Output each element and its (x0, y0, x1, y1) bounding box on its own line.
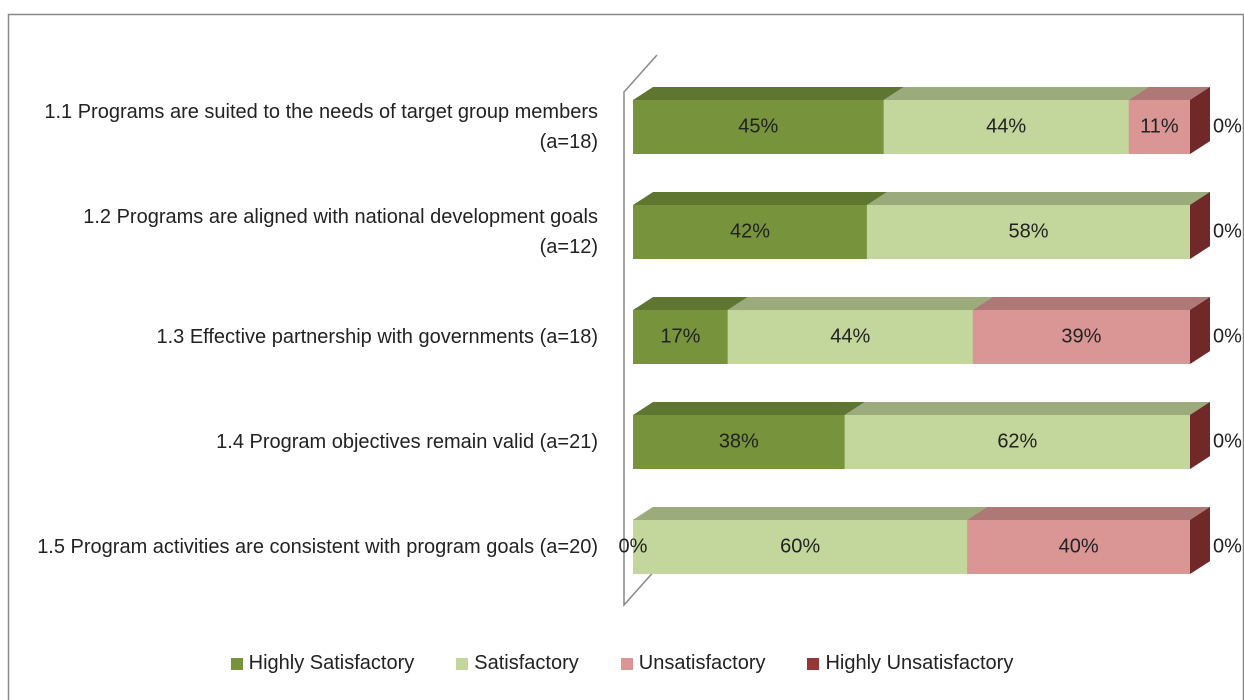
legend-item: Highly Unsatisfactory (807, 652, 1013, 675)
legend-label: Satisfactory (474, 652, 579, 674)
legend-label: Unsatisfactory (638, 652, 766, 674)
data-label: 0% (1213, 325, 1242, 347)
bar-top (967, 507, 1210, 520)
bar (633, 205, 867, 259)
back-wall (623, 54, 658, 607)
bar (633, 415, 845, 469)
bar (883, 100, 1129, 154)
data-label: 60% (780, 535, 820, 557)
legend: Highly Satisfactory Satisfactory Unsatisfa… (0, 652, 1244, 675)
bar-side (1190, 402, 1210, 469)
bar (633, 100, 884, 154)
data-label: 0% (1213, 535, 1242, 557)
data-label: 0% (1213, 220, 1242, 242)
bar-top (633, 192, 887, 205)
category-label: 1.2 Programs are aligned with national d… (83, 206, 598, 258)
legend-swatch (456, 657, 469, 670)
legend-swatch (620, 657, 633, 670)
bar (967, 520, 1190, 574)
category-label: 1.4 Program objectives remain valid (a=2… (216, 431, 598, 453)
bar-top (633, 402, 865, 415)
data-label: 0% (1213, 115, 1242, 137)
bar-side (1190, 192, 1210, 259)
data-label: 62% (997, 430, 1037, 452)
data-label: 17% (660, 325, 700, 347)
data-label: 11% (1140, 115, 1179, 137)
legend-label: Highly Unsatisfactory (825, 652, 1014, 674)
legend-item: Highly Satisfactory (230, 652, 415, 675)
legend-item: Satisfactory (456, 652, 579, 675)
data-label: 0% (619, 535, 648, 557)
bar-side (1190, 87, 1210, 154)
bar (972, 310, 1190, 364)
data-label: 38% (719, 430, 759, 452)
legend-label: Highly Satisfactory (248, 652, 415, 674)
bar-top (633, 297, 748, 310)
data-label: 58% (1008, 220, 1048, 242)
bar-side (1190, 297, 1210, 364)
bar (844, 415, 1190, 469)
legend-swatch (230, 657, 243, 670)
bar-top (866, 192, 1210, 205)
bar (866, 205, 1190, 259)
bar-top (727, 297, 993, 310)
bar (1128, 100, 1190, 154)
bar-top (844, 402, 1210, 415)
data-label: 40% (1059, 535, 1099, 557)
legend-item: Unsatisfactory (620, 652, 766, 675)
data-label: 42% (730, 220, 770, 242)
category-label: 1.3 Effective partnership with governmen… (156, 326, 598, 348)
data-label: 44% (830, 325, 870, 347)
data-label: 44% (986, 115, 1026, 137)
legend-swatch (807, 657, 820, 670)
category-label: 1.1 Programs are suited to the needs of … (44, 101, 598, 153)
bar-top (633, 507, 988, 520)
data-label: 39% (1061, 325, 1101, 347)
data-label: 0% (1213, 430, 1242, 452)
bar-side (1190, 507, 1210, 574)
bar-top (972, 297, 1210, 310)
bar (633, 310, 728, 364)
plot (633, 87, 1210, 574)
bar (727, 310, 973, 364)
bar-top (633, 87, 904, 100)
bar-top (883, 87, 1149, 100)
category-label: 1.5 Program activities are consistent wi… (37, 536, 598, 558)
bar (633, 520, 968, 574)
data-label: 45% (738, 115, 778, 137)
bar-top (1128, 87, 1210, 100)
